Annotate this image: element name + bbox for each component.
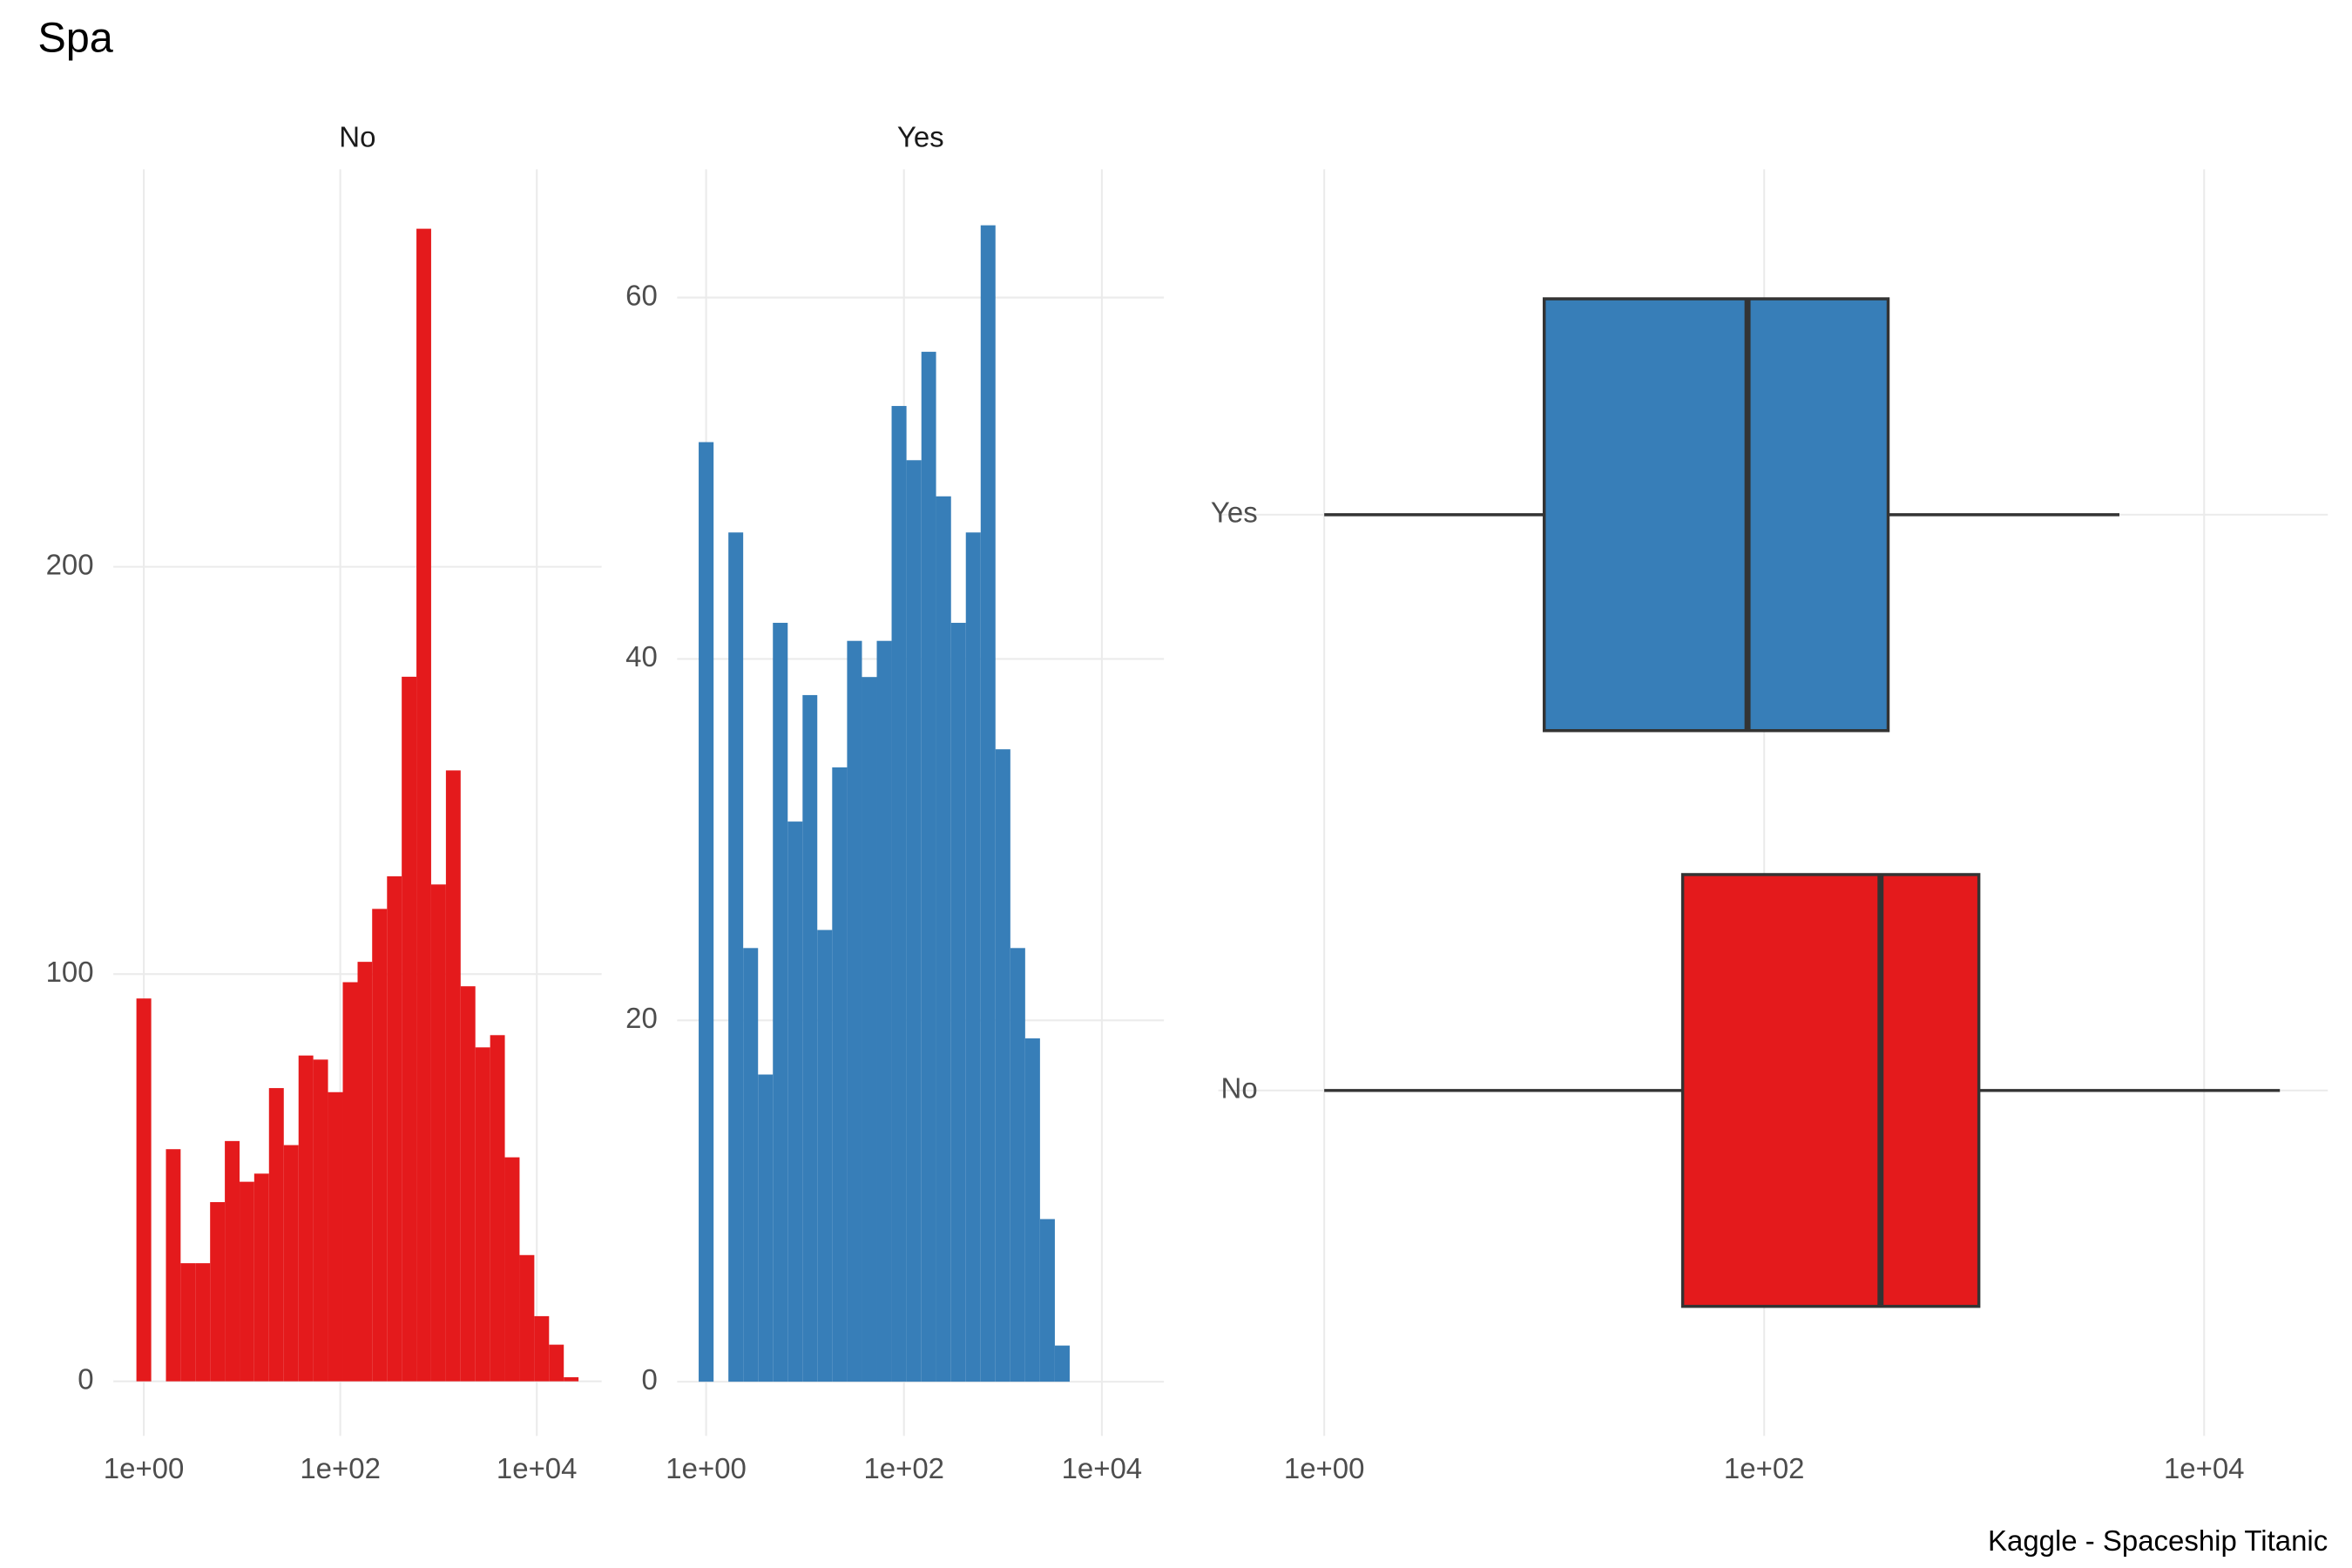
bar	[832, 767, 848, 1382]
bar	[728, 532, 744, 1382]
bar	[564, 1377, 579, 1382]
y-tick-label: 0	[641, 1363, 657, 1396]
bar	[313, 1059, 328, 1382]
bar	[253, 1173, 269, 1382]
bar	[475, 1047, 490, 1382]
bar	[430, 884, 446, 1382]
bar	[180, 1263, 196, 1382]
bar	[210, 1201, 226, 1382]
bar	[136, 998, 152, 1382]
bar	[490, 1035, 505, 1382]
bar	[195, 1263, 211, 1382]
bar	[787, 821, 803, 1382]
bar	[1054, 1345, 1070, 1382]
caption: Kaggle - Spaceship Titanic	[1988, 1524, 2328, 1557]
x-tick-label: 1e+02	[1724, 1452, 1805, 1484]
bar	[387, 875, 402, 1382]
bar	[921, 351, 936, 1382]
bar	[965, 532, 981, 1382]
y-tick-label: 20	[625, 1002, 658, 1034]
bar	[699, 442, 714, 1382]
bar	[891, 406, 907, 1382]
y-tick-label: 100	[46, 956, 94, 988]
bar	[328, 1092, 343, 1382]
bar	[240, 1181, 254, 1382]
x-tick-label: 1e+00	[104, 1452, 185, 1484]
bar	[166, 1149, 181, 1382]
bar	[906, 460, 922, 1382]
bar	[402, 676, 417, 1382]
bar	[549, 1344, 564, 1382]
bar	[225, 1140, 240, 1382]
bar	[758, 1074, 774, 1382]
bar	[1039, 1219, 1055, 1382]
bar	[534, 1315, 550, 1382]
y-tick-label: 200	[46, 548, 94, 580]
bar	[519, 1254, 535, 1382]
y-tick-label: 60	[625, 279, 658, 311]
bar	[342, 982, 358, 1382]
bar	[1024, 1038, 1040, 1382]
bar	[1010, 948, 1025, 1382]
bar	[980, 225, 996, 1382]
x-tick-label: 1e+02	[863, 1452, 944, 1484]
y-tick-label: 40	[625, 640, 658, 672]
bar	[268, 1088, 284, 1382]
bar	[298, 1055, 314, 1382]
bar	[802, 694, 818, 1382]
bar	[950, 622, 966, 1382]
chart-title: Spa	[37, 15, 113, 62]
y-tick-label: No	[1221, 1072, 1258, 1105]
box	[1680, 873, 1981, 1308]
bar	[936, 496, 951, 1382]
bar	[847, 640, 862, 1382]
bar	[504, 1157, 520, 1382]
bar	[460, 986, 476, 1382]
bar	[743, 948, 759, 1382]
bar	[357, 962, 373, 1382]
x-tick-label: 1e+04	[497, 1452, 578, 1484]
bar	[876, 640, 892, 1382]
bar	[416, 228, 431, 1382]
bar	[862, 677, 877, 1382]
panel-title: Yes	[897, 120, 944, 152]
x-tick-label: 1e+04	[2164, 1452, 2245, 1484]
x-tick-label: 1e+00	[666, 1452, 747, 1484]
bar	[283, 1145, 299, 1382]
x-tick-label: 1e+00	[1284, 1452, 1365, 1484]
panel-title: No	[339, 120, 375, 152]
bar	[445, 770, 461, 1382]
x-tick-label: 1e+04	[1062, 1452, 1143, 1484]
box	[1542, 297, 1890, 733]
y-tick-label: Yes	[1211, 497, 1258, 529]
y-tick-label: 0	[78, 1362, 93, 1395]
x-tick-label: 1e+02	[300, 1452, 381, 1484]
bar	[995, 749, 1010, 1382]
bar	[817, 929, 833, 1382]
bar	[372, 909, 388, 1382]
bar	[773, 622, 788, 1382]
